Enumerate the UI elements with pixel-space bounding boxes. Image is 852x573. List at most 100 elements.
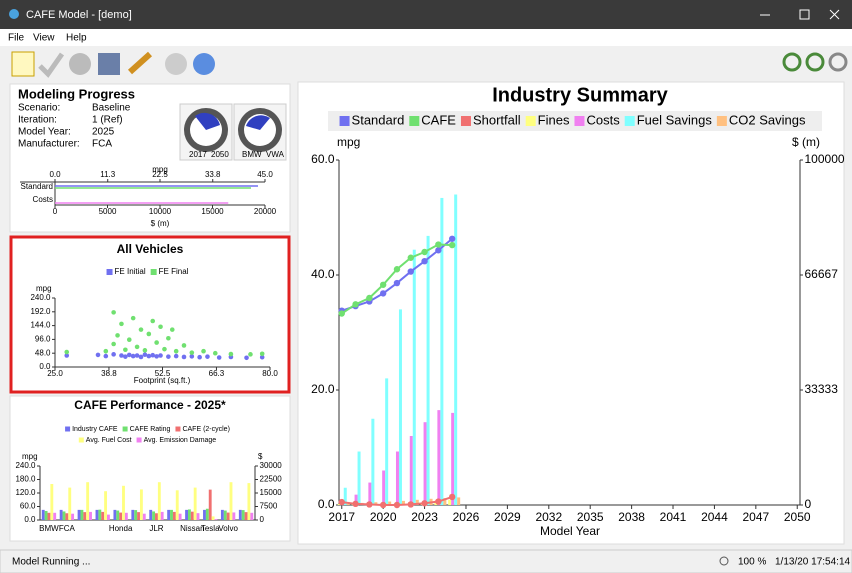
tick-label: 240.0 [15,461,36,470]
monitor-button[interactable] [193,53,215,75]
scatter-point [158,324,163,330]
bar [244,512,248,520]
scatter-point [244,355,249,361]
tick-label: 48.0 [35,348,51,357]
line-marker [338,498,345,506]
bar [451,412,455,505]
bar [167,509,171,520]
bar [185,509,188,520]
bar [354,494,358,505]
line-marker [448,241,456,249]
line-marker [421,258,428,265]
gauge-needle [195,112,220,130]
tick-label: 45.0 [257,170,273,179]
axis-title: mpg [22,452,38,461]
gauge-label: BMW [242,150,262,159]
zoom-in[interactable] [805,52,825,72]
scatter-point [150,318,156,324]
line-marker [338,310,345,317]
check-button[interactable] [38,52,65,78]
tick-label: 96.0 [35,335,51,344]
scatter-point [162,346,167,352]
menu-item[interactable]: Help [66,33,87,44]
bar [247,483,251,520]
scatter-point [146,331,152,337]
scatter-point [181,354,187,360]
tick-label: 0.0 [24,515,36,524]
scatter-point [111,310,116,315]
tick-label: 0.0 [318,497,335,511]
tick-label: 100000 [805,152,845,166]
tick-label: 10000 [149,207,172,216]
scatter-point [111,341,116,347]
x-tick-label: Honda [109,524,133,533]
legend-swatch [136,437,142,443]
tick-label: 0.0 [39,362,51,371]
tick-label: 80.0 [262,369,278,378]
run-button[interactable] [165,53,187,75]
bar [357,451,361,505]
line-marker [366,501,373,508]
bar [232,512,236,520]
all-vehicles-panel [9,235,291,394]
new-button[interactable] [11,51,35,77]
scatter-point [142,352,148,357]
line-marker [407,268,414,275]
field-label: Manufacturer: [18,139,80,150]
scatter-point [119,321,124,327]
legend-swatch [65,426,71,432]
bar [437,410,441,505]
bar [190,511,194,520]
zoom-reset[interactable] [828,52,848,72]
line-marker [407,254,414,261]
axis-title: Model Year [540,524,600,538]
close[interactable] [829,9,840,20]
save-button[interactable] [98,53,120,75]
scatter-point [123,354,128,359]
legend-swatch [106,269,113,275]
title-bar [0,0,852,29]
scatter-point [205,354,210,359]
scatter-point [259,351,265,357]
tick-label: 0.0 [49,170,61,179]
panel-title: Modeling Progress [18,86,135,101]
tick-label: 2038 [618,510,645,524]
zoom-out[interactable] [782,52,802,72]
gauge-label: VWA [266,150,285,159]
scatter-point [64,353,70,358]
menu-item[interactable]: File [8,33,25,44]
menu-item[interactable]: View [33,33,55,44]
scatter-point [189,350,195,355]
axis-title: $ [258,452,263,461]
scatter-point [111,352,116,357]
status-text: Model Running ... [12,557,90,568]
tick-label: 38.8 [101,369,117,378]
bar [116,510,120,520]
bar [83,512,87,520]
line-marker [352,500,359,508]
bar [142,513,146,520]
bar [80,509,84,520]
settings-button[interactable] [127,51,153,75]
scatter-point [95,352,101,358]
x-tick-label: Nissan [180,524,204,533]
maximize[interactable] [799,9,810,20]
field-label: Model Year: [18,127,71,138]
line-marker [393,266,401,273]
legend-label: Fines [538,112,570,127]
x-tick-label: Tesla [201,524,220,533]
legend-swatch [525,116,536,126]
tick-label: 0 [805,497,812,511]
line-marker [421,500,428,507]
bar [241,510,245,520]
tick-label: 66.3 [209,369,225,378]
tick-label: 144.0 [30,321,51,330]
bar [187,509,191,520]
bar [398,309,402,505]
scatter-point [126,352,132,358]
toolbar [11,51,848,78]
legend-swatch [78,437,84,443]
stop-button[interactable] [69,53,91,75]
line-marker [379,281,387,288]
bar [193,487,197,520]
